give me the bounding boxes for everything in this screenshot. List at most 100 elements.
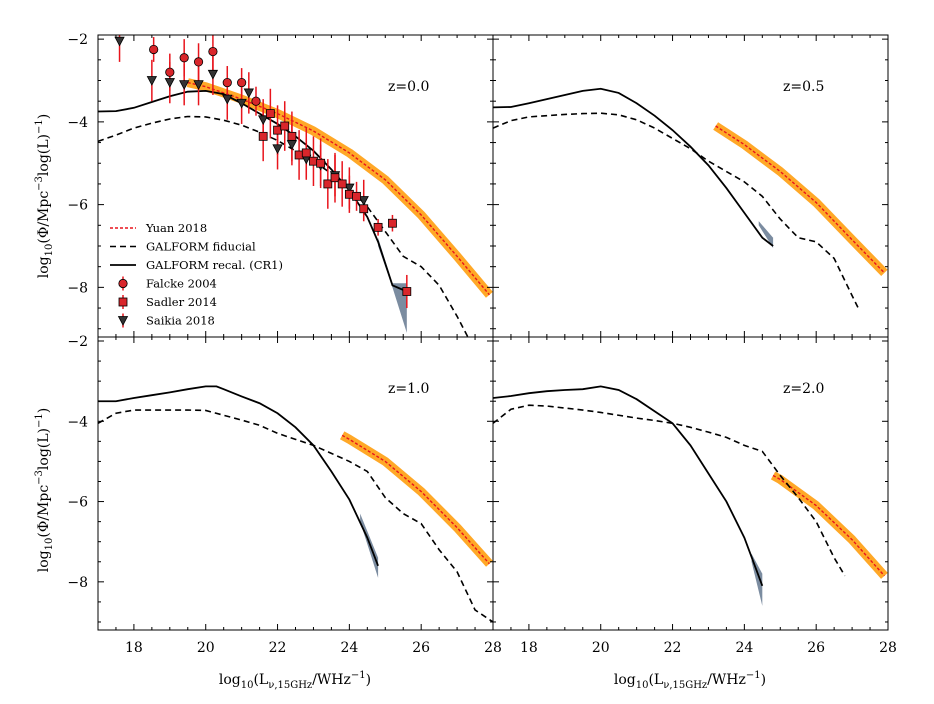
saikia-2018-point (258, 115, 269, 126)
legend-item: GALFORM fiducial (110, 240, 256, 254)
sadler-2014-point (330, 173, 340, 183)
legend-sadler-swatch (118, 297, 128, 307)
y-tick-label: −8 (67, 280, 88, 296)
saikia-2018-point (193, 80, 204, 90)
x-tick-label: 20 (592, 640, 610, 656)
legend-label: Yuan 2018 (145, 221, 207, 235)
galform-recal-line (98, 385, 379, 567)
legend-label: Falcke 2004 (146, 277, 217, 291)
galform-recal-band (751, 553, 763, 606)
legend-falcke-swatch (118, 278, 128, 289)
saikia-2018-point (272, 144, 283, 155)
yuan-2018-line (341, 434, 490, 565)
yuan-2018-band (770, 471, 888, 579)
legend-item: Saikia 2018 (117, 313, 215, 328)
x-tick-label: 28 (484, 640, 502, 656)
ticks (492, 337, 889, 630)
galform-recal-line (493, 87, 774, 247)
redshift-label: z=0.0 (388, 79, 429, 95)
legend-item: Yuan 2018 (110, 221, 207, 235)
x-axis-label-left: log10(Lν,15GHz/WHz−1) (219, 670, 371, 691)
x-tick-label: 18 (520, 640, 538, 656)
falcke-2004-point (179, 53, 189, 63)
galform-recal-line (493, 385, 764, 587)
saikia-2018-point (164, 78, 175, 88)
panel-1: −2 −4 −6 −8 z=0.0 (67, 32, 494, 338)
y-tick-label: −2 (67, 334, 88, 350)
falcke-2004-point (237, 77, 247, 88)
saikia-2018-point (146, 76, 158, 86)
falcke-2004-point (222, 77, 232, 88)
yuan-2018-line (772, 474, 885, 577)
x-tick-label: 24 (735, 640, 753, 656)
sadler-2014-point (258, 131, 268, 141)
galform-recal-band (360, 513, 379, 578)
panel-frame (97, 34, 494, 338)
panels: −2 −4 −6 −8 z=0.0 z=0.5 −2 −4 −6 −8 18 20 22 24 26 28 z=… (67, 32, 897, 656)
legend: Yuan 2018 GALFORM fiducial GALFORM recal. … (110, 221, 283, 328)
sadler-2014-point (337, 179, 347, 189)
x-tick-label: 18 (125, 640, 143, 656)
x-tick-label: 22 (664, 640, 682, 656)
x-axis-label-right: log10(Lν,15GHz/WHz−1) (614, 670, 766, 691)
saikia-2018-point (207, 69, 219, 80)
x-tick-label: 26 (807, 640, 825, 656)
falcke-2004-point (208, 46, 218, 57)
sadler-2014-point (388, 218, 397, 228)
ticks (97, 337, 494, 630)
legend-label: GALFORM recal. (CR1) (146, 258, 283, 272)
legend-saikia-swatch (117, 316, 129, 326)
plot-area (493, 87, 888, 311)
y-axis-label-bottom: log10(Φ/Mpc−3log(L)−1) (34, 408, 55, 572)
redshift-label: z=1.0 (388, 381, 429, 397)
galform-recal-band (758, 221, 774, 249)
redshift-label: z=0.5 (783, 79, 824, 95)
saikia-2018-point (114, 36, 125, 47)
legend-label: Saikia 2018 (146, 314, 215, 328)
x-tick-label: 26 (412, 640, 430, 656)
legend-label: GALFORM fiducial (146, 240, 256, 254)
legend-label: Sadler 2014 (146, 295, 217, 309)
plot-area (98, 385, 493, 623)
panel-2: z=0.5 (492, 34, 889, 338)
y-tick-label: −8 (67, 575, 88, 591)
sadler-2014-point (280, 121, 290, 131)
yuan-2018-line (187, 81, 490, 296)
y-tick-label: −6 (67, 198, 88, 214)
galform-fiducial-line (493, 112, 860, 311)
ticks (97, 35, 494, 337)
sadler-2014-point (301, 148, 311, 158)
sadler-2014-point (287, 131, 297, 141)
y-tick-label: −2 (67, 32, 88, 48)
plot-area (98, 35, 493, 337)
panel-4: 18 20 22 24 26 28 z=2.0 (492, 336, 897, 656)
yuan-2018-band (339, 431, 493, 567)
saikia-2018-point (179, 80, 190, 90)
legend-item: Falcke 2004 (118, 276, 217, 291)
x-tick-label: 20 (197, 640, 215, 656)
x-tick-label: 28 (879, 640, 897, 656)
panel-frame (97, 336, 494, 631)
plot-area (493, 385, 888, 606)
saikia-2018-point (358, 196, 369, 206)
y-tick-label: −4 (67, 414, 88, 430)
redshift-label: z=2.0 (783, 381, 824, 397)
saikia-2018-point (344, 183, 355, 194)
sadler-2014-point (359, 204, 369, 214)
panel-frame (492, 336, 889, 631)
y-tick-label: −6 (67, 495, 88, 511)
falcke-2004-point (165, 67, 175, 77)
sadler-2014-point (373, 222, 383, 232)
sadler-2014-point (265, 109, 275, 119)
panel-3: −2 −4 −6 −8 18 20 22 24 26 28 z=1.0 (67, 334, 502, 656)
x-tick-label: 24 (340, 640, 358, 656)
sadler-2014-point (402, 287, 412, 296)
sadler-2014-point (316, 158, 326, 168)
falcke-2004-point (193, 57, 204, 67)
galform-fiducial-line (493, 404, 846, 577)
ticks (492, 35, 889, 337)
yuan-2018-band (713, 122, 888, 277)
saikia-2018-point (236, 98, 247, 109)
yuan-2018-line (715, 125, 885, 274)
